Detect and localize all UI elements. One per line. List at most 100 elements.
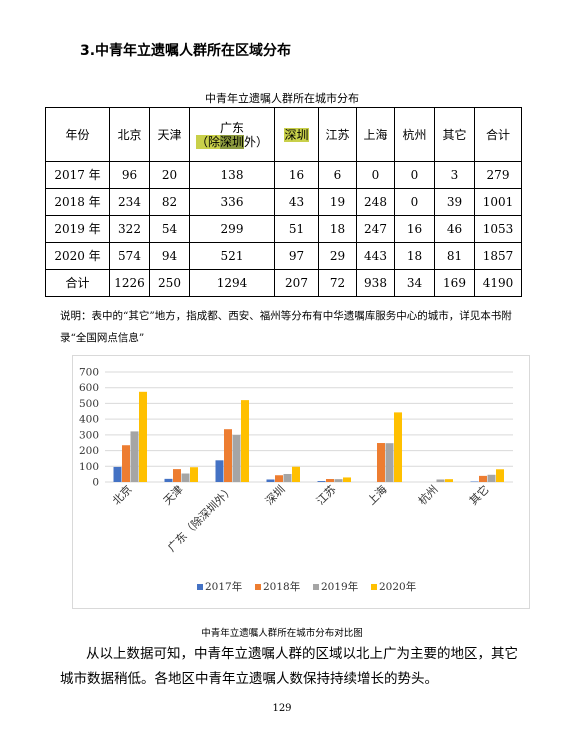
table-cell: 81 <box>434 242 475 270</box>
bar <box>394 412 402 482</box>
table-cell: 1857 <box>474 242 522 270</box>
x-category-label: 杭州 <box>415 482 440 507</box>
summary-text: 从以上数据可知，中青年立遗嘱人群的区域以北上广为主要的地区，其它城市数据稍低。各… <box>60 646 518 687</box>
row-label-cell: 合计 <box>45 269 110 297</box>
y-tick-label: 400 <box>79 414 99 426</box>
bar <box>241 400 249 482</box>
table-cell: 299 <box>189 215 275 243</box>
row-label-cell: 2019 年 <box>45 215 110 243</box>
header-guangdong: 广东 （除深圳外） <box>189 107 275 162</box>
x-category-label: 北京 <box>109 482 134 507</box>
bar <box>164 478 173 482</box>
table-cell: 443 <box>356 242 395 270</box>
header-jiangsu: 江苏 <box>318 107 357 162</box>
header-total: 合计 <box>474 107 522 162</box>
bar <box>190 467 198 482</box>
table-row: 2018 年 234 82 336 43 19 248 0 39 1001 <box>45 188 522 216</box>
table-cell: 322 <box>109 215 150 243</box>
legend-label: 2019年 <box>321 580 358 593</box>
y-tick-label: 100 <box>79 461 99 473</box>
table-cell: 250 <box>149 269 190 297</box>
legend-swatch <box>371 584 377 590</box>
row-label-cell: 2017 年 <box>45 161 110 189</box>
bar <box>181 473 190 482</box>
bar <box>173 469 181 482</box>
table-cell: 138 <box>189 161 275 189</box>
legend-label: 2018年 <box>263 580 300 593</box>
row-label-cell: 2020 年 <box>45 242 110 270</box>
header-tianjin: 天津 <box>149 107 190 162</box>
table-cell: 938 <box>356 269 395 297</box>
bar <box>122 445 130 482</box>
table-note: 说明：表中的“其它”地方，指成都、西安、福州等分布有中华遗嘱库服务中心的城市，详… <box>60 310 512 344</box>
bar <box>215 460 224 482</box>
legend-swatch <box>197 584 203 590</box>
bar <box>445 479 453 482</box>
table-cell: 4190 <box>474 269 522 297</box>
bar <box>224 429 232 482</box>
table-cell: 0 <box>394 188 435 216</box>
summary-paragraph: 从以上数据可知，中青年立遗嘱人群的区域以北上广为主要的地区，其它城市数据稍低。各… <box>60 642 530 692</box>
table-cell: 279 <box>474 161 522 189</box>
bar <box>385 443 394 482</box>
header-shanghai: 上海 <box>356 107 395 162</box>
x-category-label: 上海 <box>364 482 389 507</box>
table-cell: 43 <box>274 188 319 216</box>
bar <box>292 466 300 482</box>
y-tick-label: 0 <box>92 477 99 489</box>
bar <box>139 391 147 482</box>
header-guangdong-label: 广东 <box>219 120 244 135</box>
table-cell: 169 <box>434 269 475 297</box>
x-category-label: 天津 <box>161 483 186 508</box>
table-cell: 54 <box>149 215 190 243</box>
header-year: 年份 <box>45 107 110 162</box>
table-cell: 97 <box>274 242 319 270</box>
table-cell: 1294 <box>189 269 275 297</box>
table-caption: 中青年立遗嘱人群所在城市分布 <box>205 92 359 105</box>
table-cell: 0 <box>394 161 435 189</box>
header-guangdong-paren: （除 <box>195 134 220 149</box>
section-heading: 3.中青年立遗嘱人群所在区域分布 <box>80 43 292 59</box>
table-cell: 207 <box>274 269 319 297</box>
bar <box>232 435 241 482</box>
table-cell: 248 <box>356 188 395 216</box>
table-cell: 16 <box>394 215 435 243</box>
table-cell: 336 <box>189 188 275 216</box>
table-cell: 19 <box>318 188 357 216</box>
legend-swatch <box>255 584 261 590</box>
header-guangdong-close: 外） <box>244 134 269 149</box>
table-cell: 96 <box>109 161 150 189</box>
bar <box>275 475 283 482</box>
table-cell: 34 <box>394 269 435 297</box>
bar <box>377 443 385 482</box>
x-category-label: 其它 <box>466 482 491 507</box>
table-cell: 0 <box>356 161 395 189</box>
bar <box>343 477 351 482</box>
chart-caption: 中青年立遗嘱人群所在城市分布对比图 <box>201 628 363 639</box>
table-row: 合计 1226 250 1294 207 72 938 34 169 4190 <box>45 269 522 297</box>
y-tick-label: 700 <box>79 367 99 379</box>
table-row: 2019 年 322 54 299 51 18 247 16 46 1053 <box>45 215 522 243</box>
table-cell: 29 <box>318 242 357 270</box>
table-cell: 39 <box>434 188 475 216</box>
table-cell: 1226 <box>109 269 150 297</box>
table-cell: 247 <box>356 215 395 243</box>
header-guangdong-shenzhen: 深圳 <box>219 134 244 149</box>
bar <box>436 479 445 482</box>
table-row: 2017 年 96 20 138 16 6 0 0 3 279 <box>45 161 522 189</box>
header-shenzhen-label: 深圳 <box>284 127 309 142</box>
x-category-label: 深圳 <box>263 483 288 508</box>
table-cell: 6 <box>318 161 357 189</box>
table-cell: 521 <box>189 242 275 270</box>
table-cell: 20 <box>149 161 190 189</box>
table-cell: 234 <box>109 188 150 216</box>
bar <box>130 431 139 482</box>
table-cell: 51 <box>274 215 319 243</box>
table-row: 2020 年 574 94 521 97 29 443 18 81 1857 <box>45 242 522 270</box>
table-cell: 18 <box>318 215 357 243</box>
table-cell: 82 <box>149 188 190 216</box>
y-tick-label: 500 <box>79 398 99 410</box>
bar <box>113 466 122 482</box>
table-header-row: 年份 北京 天津 广东 （除深圳外） 深圳 江苏 上海 杭州 其它 合计 <box>45 107 522 162</box>
